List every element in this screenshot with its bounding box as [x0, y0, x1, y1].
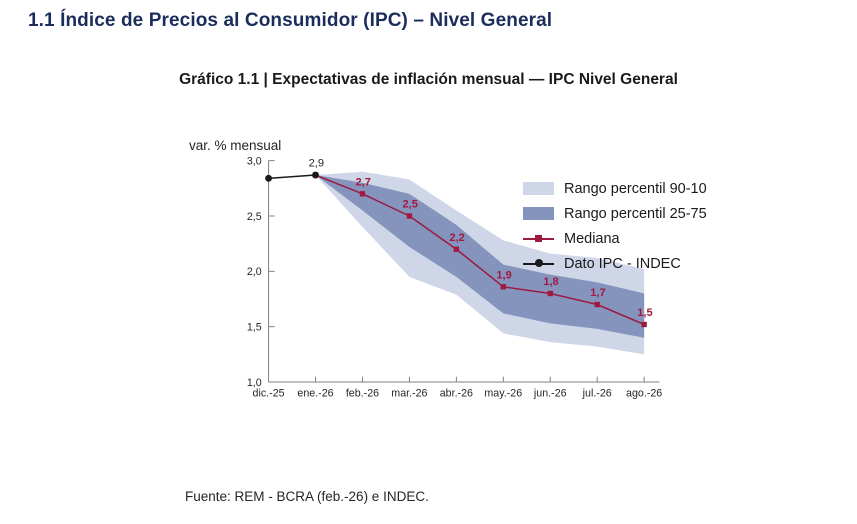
legend-item-percentile-90-10: Rango percentil 90-10	[523, 176, 707, 201]
legend-label: Rango percentil 25-75	[564, 205, 707, 222]
legend-label: Mediana	[564, 230, 620, 247]
legend-item-mediana: Mediana	[523, 226, 707, 251]
section-title: 1.1 Índice de Precios al Consumidor (IPC…	[28, 10, 553, 31]
x-tick-label: jul.-26	[582, 388, 612, 400]
median-line-marker-icon	[523, 234, 554, 242]
ipc-point	[312, 171, 319, 179]
source-note: Fuente: REM - BCRA (feb.-26) e INDEC.	[185, 489, 429, 504]
ipc-line	[268, 174, 316, 180]
median-point	[641, 321, 647, 328]
x-tick-label: may.-26	[484, 388, 522, 400]
median-point-label: 1,8	[543, 276, 558, 288]
median-line	[315, 174, 645, 326]
y-tick-label: 3,0	[247, 155, 262, 167]
median-point	[406, 213, 413, 219]
chart-legend: Rango percentil 90-10 Rango percentil 25…	[523, 176, 707, 276]
median-point-label: 1,9	[496, 269, 511, 281]
chart-title: Gráfico 1.1 | Expectativas de inflación …	[179, 71, 678, 88]
median-point-label: 2,7	[356, 176, 371, 188]
median-point-label: 1,5	[637, 307, 652, 319]
ipc-point	[265, 174, 273, 182]
median-point	[594, 301, 600, 308]
percentile-25-75-swatch-icon	[523, 207, 554, 220]
ipc-line-marker-icon	[523, 259, 554, 267]
legend-item-percentile-25-75: Rango percentil 25-75	[523, 201, 707, 226]
ipc-point-label: 2,9	[309, 158, 324, 170]
y-tick-label: 1,5	[247, 321, 262, 333]
legend-item-dato-ipc: Dato IPC - INDEC	[523, 251, 707, 276]
ipc-markers	[265, 171, 319, 182]
x-tick-group: dic.-25 ene.-26 feb.-26 mar.-26 abr.-26 may.-…	[253, 376, 662, 400]
legend-label: Dato IPC - INDEC	[564, 255, 681, 272]
y-tick-label: 2,5	[247, 211, 262, 223]
x-tick-label: feb.-26	[346, 388, 379, 400]
median-point	[547, 290, 553, 297]
y-tick-group: 3,0 2,5 2,0 1,5 1,0	[247, 155, 275, 389]
x-tick-label: dic.-25	[253, 388, 285, 400]
y-tick-label: 2,0	[247, 266, 262, 278]
median-point-label: 2,5	[402, 199, 417, 211]
y-tick-label: 1,0	[247, 377, 262, 389]
percentile-90-10-swatch-icon	[523, 182, 554, 195]
percentile-band-25-75	[315, 175, 645, 338]
legend-label: Rango percentil 90-10	[564, 180, 707, 197]
median-point	[453, 246, 460, 252]
median-point	[359, 191, 366, 197]
median-point-label: 2,2	[449, 232, 464, 244]
x-tick-label: ene.-26	[297, 388, 333, 400]
y-axis-unit-label: var. % mensual	[189, 138, 282, 153]
x-tick-label: abr.-26	[440, 388, 473, 400]
x-tick-label: ago.-26	[626, 388, 662, 400]
x-tick-label: mar.-26	[391, 388, 427, 400]
median-point-label: 1,7	[590, 287, 605, 299]
median-point	[500, 284, 506, 290]
x-tick-label: jun.-26	[533, 388, 567, 400]
ipc-point-labels: 2,9	[309, 158, 324, 170]
median-point-labels: 2,7 2,5 2,2 1,9 1,8 1,7 1,5	[356, 176, 653, 319]
